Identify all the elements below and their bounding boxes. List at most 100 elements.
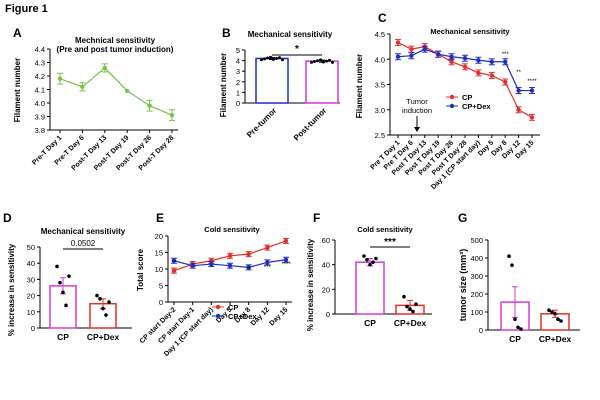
panel-c-point: [489, 73, 494, 78]
panel-d-ylabel: % increase in sensitivity: [7, 243, 16, 336]
panel-b-sig-label: *: [295, 44, 299, 55]
panel-b-y-tick-label: 0: [236, 99, 240, 108]
panel-e-point: [265, 260, 270, 265]
panel-a-ylabel: Filament number: [13, 58, 22, 122]
panel-g-y-tick-label: 0: [479, 326, 483, 335]
panel-c-point: [422, 46, 427, 52]
panel-e-point: [227, 253, 233, 258]
panel-g-point: [516, 325, 520, 330]
panel-b-point: [328, 58, 331, 62]
panel-d-x-tick-label: CP: [57, 332, 69, 342]
panel-f-y-tick-label: 60: [322, 236, 330, 245]
panel-a-y-tick-label: 4.4: [35, 45, 45, 54]
panel-c-annotation-line1: Tumor: [406, 97, 428, 106]
panel-b-y-tick-label: 3: [236, 67, 240, 76]
panel-b-point: [278, 56, 281, 60]
panel-g-x-tick-label: CP+Dex: [539, 334, 572, 344]
panel-f-y-tick-label: 0: [326, 310, 330, 319]
panel-c-title: Mechanical sensitivity: [430, 27, 510, 36]
panel-a-y-tick-label: 4.1: [35, 86, 45, 95]
panel-a-y-tick-label: 4.3: [35, 59, 45, 68]
panel-d-title: Mechanical sensitivity: [41, 227, 126, 236]
panel-d-y-tick-label: 30: [27, 275, 35, 284]
panel-e-point: [265, 245, 270, 250]
panel-a-point: [57, 76, 63, 81]
panel-d-point: [107, 300, 111, 304]
panel-f-bar: [355, 261, 385, 315]
panel-g-letter: G: [458, 211, 467, 225]
panel-b-point: [272, 57, 275, 61]
panel-f-point: [365, 257, 369, 262]
panel-e-point: [283, 238, 289, 244]
panel-e-y-tick-label: 10: [155, 265, 163, 274]
panel-f-point: [368, 262, 372, 267]
panel-b-point: [316, 59, 319, 63]
panel-a-y-tick-label: 3.9: [35, 113, 45, 122]
panel-f-x-tick-label: CP+Dex: [394, 318, 427, 328]
panel-d-point: [55, 264, 59, 269]
panel-b-letter: B: [222, 26, 231, 40]
panel-c-point: [462, 64, 468, 70]
panel-e-point: [171, 268, 177, 273]
panel-g-y-tick-label: 400: [470, 254, 483, 263]
panel-g-point: [547, 308, 551, 313]
panel-b-ylabel: Filament number: [219, 53, 228, 117]
panel-f-point: [371, 260, 375, 265]
panel-b-point: [275, 56, 278, 60]
panel-e-point: [246, 265, 251, 270]
panel-d-point: [58, 280, 62, 285]
panel-b-point: [266, 56, 269, 60]
panel-b-point: [260, 58, 263, 62]
panel-a-series-line: [59, 67, 173, 116]
panel-a-y-tick-label: 4.2: [35, 72, 45, 81]
panel-c-sig-label: **: [516, 70, 521, 76]
panel-b-bar: [305, 60, 339, 104]
panel-g-point: [553, 312, 557, 316]
panel-d-point: [64, 303, 68, 308]
panel-b-y-tick-label: 2: [236, 78, 240, 87]
panel-d-letter: D: [3, 211, 12, 225]
panel-e-legend-label-cp: CP: [228, 303, 238, 312]
panel-c-point: [395, 54, 401, 59]
panel-c-point: [503, 79, 508, 85]
panel-a-letter: A: [13, 26, 22, 40]
panel-b-point: [269, 55, 272, 59]
panel-f-letter: F: [313, 211, 320, 225]
panel-c-sig-label: ****: [527, 79, 537, 85]
panel-c-point: [476, 58, 481, 63]
panel-f-sig-label: ***: [384, 237, 396, 248]
panel-c-point: [449, 59, 454, 64]
panel-c-point: [409, 46, 414, 52]
panel-c-point: [516, 88, 521, 93]
panel-a-y-tick-label: 4.0: [35, 99, 45, 108]
panel-e-sig-label: ***: [264, 265, 272, 271]
panel-f-point: [362, 254, 366, 258]
panel-a-y-tick-label: 3.8: [35, 126, 45, 135]
panel-g-point: [556, 317, 560, 322]
panel-e-legend-label-cpdex: CP+Dex: [228, 312, 257, 321]
panel-c-sig-label: ***: [502, 52, 510, 58]
panel-c-annotation-arrowhead: [414, 127, 420, 132]
panel-c-point: [516, 107, 521, 112]
panel-d-y-tick-label: 40: [27, 259, 35, 268]
panel-f-ylabel: % increase in sensitivity: [306, 238, 315, 331]
panel-c-y-tick-label: 3.5: [375, 81, 385, 90]
panel-c-y-tick-label: 4.0: [375, 55, 385, 64]
panel-c-y-tick-label: 4.5: [375, 30, 385, 39]
panel-a-point: [80, 84, 85, 90]
panel-g-y-tick-label: 100: [470, 308, 483, 317]
panel-a-title: Mechnical sensitivity: [75, 36, 156, 45]
panel-d-y-tick-label: 20: [27, 292, 35, 301]
panel-c-legend-label-cpdex: CP+Dex: [462, 102, 491, 111]
panel-f-point: [402, 294, 406, 299]
panel-g-ylabel: tumor size (mm³): [458, 249, 468, 322]
panel-d-x-tick-label: CP+Dex: [87, 332, 120, 342]
panel-c-point: [436, 52, 441, 57]
panel-e-point: [171, 258, 177, 263]
panel-c-point: [462, 56, 468, 61]
panel-f-point: [374, 256, 378, 261]
panel-b-title: Mechanical sensitivity: [248, 30, 333, 39]
panel-e-point: [227, 263, 233, 268]
panel-g-point: [550, 310, 554, 314]
